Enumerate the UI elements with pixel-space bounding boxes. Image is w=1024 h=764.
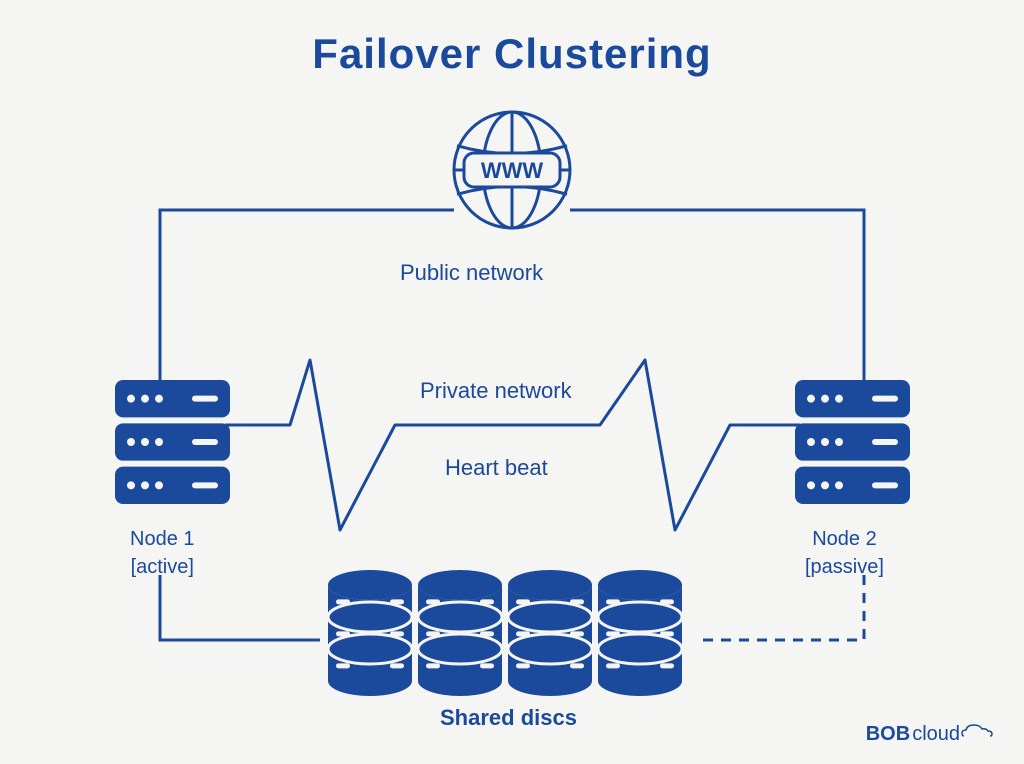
server-icon-node2 [795,380,910,504]
disc-icon-1 [418,570,502,696]
disc-icon-2 [508,570,592,696]
disc-icon-3 [598,570,682,696]
node2-label: Node 2 [passive] [805,525,884,581]
storage-line-left [160,575,320,640]
node1-label: Node 1 [active] [130,525,195,581]
public-line-right [570,210,864,380]
heartbeat-label: Heart beat [445,455,548,481]
public-network-label: Public network [400,260,543,286]
bobcloud-logo: BOBcloud [866,723,994,746]
shared-discs-label: Shared discs [440,705,577,731]
diagram-title: Failover Clustering [312,30,711,78]
private-network-label: Private network [420,378,572,404]
server-icon-node1 [115,380,230,504]
disc-icon-0 [328,570,412,696]
public-line-left [160,210,454,380]
svg-text:WWW: WWW [481,158,544,183]
globe-icon: WWW [454,112,570,228]
storage-line-right [700,575,864,640]
